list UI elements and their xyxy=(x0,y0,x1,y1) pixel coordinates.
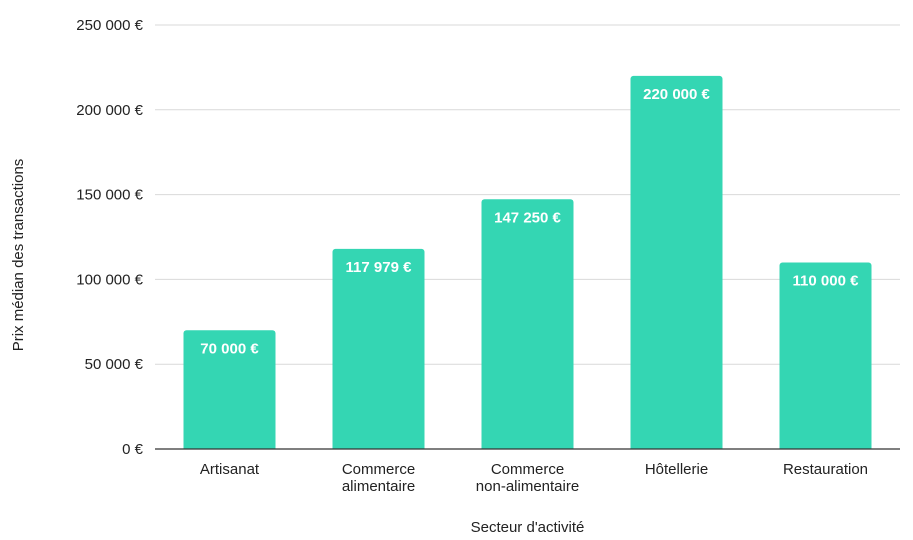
x-category-label: Hôtellerie xyxy=(645,461,708,478)
bar xyxy=(630,75,723,449)
x-category-label: Commerce xyxy=(342,461,415,478)
y-tick-label: 50 000 € xyxy=(85,356,144,373)
bar xyxy=(332,248,425,449)
y-axis-title: Prix médian des transactions xyxy=(10,159,27,352)
data-label: 110 000 € xyxy=(793,272,860,289)
x-category-label: Artisanat xyxy=(200,461,260,478)
bar xyxy=(779,262,872,449)
data-label: 70 000 € xyxy=(200,340,259,357)
bars xyxy=(183,75,872,449)
y-tick-label: 200 000 € xyxy=(76,102,143,119)
x-category-label: Restauration xyxy=(783,461,868,478)
data-label: 117 979 € xyxy=(346,259,413,276)
bar-base xyxy=(779,445,872,449)
bar xyxy=(481,199,574,449)
bar-base xyxy=(332,445,425,449)
data-labels: 70 000 € 117 979 € 147 250 € 220 000 € 110 0… xyxy=(200,86,859,357)
y-tick-label: 0 € xyxy=(122,441,144,458)
bar-base xyxy=(183,445,276,449)
bar-base xyxy=(481,445,574,449)
x-category-label: non-alimentaire xyxy=(476,478,579,495)
y-tick-label: 150 000 € xyxy=(76,187,143,204)
y-axis-ticks: 0 € 50 000 € 100 000 € 150 000 € 200 000 € 25… xyxy=(76,17,143,458)
bar xyxy=(183,330,276,449)
data-label: 147 250 € xyxy=(494,209,561,226)
x-axis-title: Secteur d'activité xyxy=(471,519,585,536)
x-category-label: Commerce xyxy=(491,461,564,478)
y-tick-label: 100 000 € xyxy=(76,271,143,288)
y-tick-label: 250 000 € xyxy=(76,17,143,34)
data-label: 220 000 € xyxy=(643,86,710,103)
bar-base xyxy=(630,445,723,449)
x-category-label: alimentaire xyxy=(342,478,415,495)
x-axis-categories: Artisanat CommercealimentaireCommercenon-… xyxy=(200,461,868,495)
grid-lines xyxy=(155,24,900,365)
